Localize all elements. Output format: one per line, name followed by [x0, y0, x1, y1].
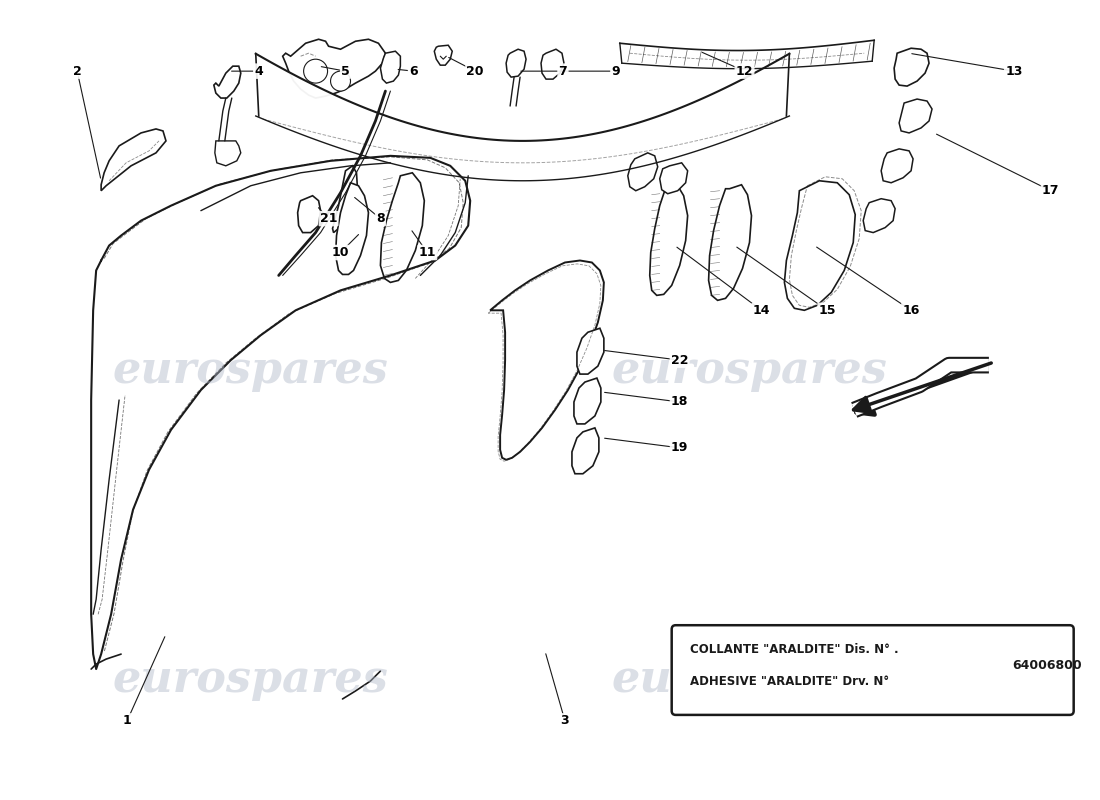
FancyBboxPatch shape	[672, 626, 1074, 715]
Text: eurospares: eurospares	[113, 658, 388, 701]
Text: 12: 12	[736, 65, 754, 78]
Text: 2: 2	[73, 65, 81, 78]
Text: 16: 16	[902, 304, 920, 317]
Polygon shape	[491, 261, 604, 460]
Text: 17: 17	[1042, 184, 1059, 198]
Polygon shape	[213, 66, 241, 98]
Polygon shape	[881, 149, 913, 182]
Text: 1: 1	[123, 714, 131, 727]
Polygon shape	[332, 166, 358, 233]
Text: 10: 10	[332, 246, 350, 259]
Text: 13: 13	[1005, 65, 1023, 78]
Polygon shape	[541, 50, 564, 79]
Text: 4: 4	[254, 65, 263, 78]
Text: 6: 6	[409, 65, 418, 78]
Text: 5: 5	[341, 65, 350, 78]
Text: 19: 19	[671, 442, 689, 454]
Text: 11: 11	[419, 246, 436, 259]
Polygon shape	[298, 196, 320, 233]
Polygon shape	[381, 173, 425, 282]
Polygon shape	[628, 153, 658, 190]
Polygon shape	[894, 48, 930, 86]
Text: 14: 14	[752, 304, 770, 317]
Polygon shape	[283, 39, 385, 98]
Polygon shape	[572, 428, 598, 474]
Text: 20: 20	[466, 65, 484, 78]
Text: 9: 9	[612, 65, 620, 78]
Text: eurospares: eurospares	[612, 658, 888, 701]
Polygon shape	[434, 46, 452, 65]
Polygon shape	[576, 328, 604, 374]
Text: ADHESIVE "ARALDITE" Drv. N°: ADHESIVE "ARALDITE" Drv. N°	[690, 674, 889, 687]
Text: 3: 3	[561, 714, 570, 727]
Polygon shape	[214, 141, 241, 166]
Text: eurospares: eurospares	[612, 349, 888, 392]
Polygon shape	[660, 163, 688, 194]
Polygon shape	[708, 185, 751, 300]
Text: 7: 7	[559, 65, 568, 78]
Text: 22: 22	[671, 354, 689, 366]
Text: 8: 8	[376, 212, 385, 225]
Circle shape	[331, 71, 351, 91]
Polygon shape	[574, 378, 601, 424]
Text: 64006800: 64006800	[1012, 658, 1081, 671]
Polygon shape	[506, 50, 526, 77]
Text: eurospares: eurospares	[113, 349, 388, 392]
Polygon shape	[899, 99, 932, 133]
Polygon shape	[864, 198, 895, 233]
Polygon shape	[650, 186, 688, 295]
Circle shape	[304, 59, 328, 83]
Text: 21: 21	[320, 212, 338, 225]
Polygon shape	[381, 51, 400, 83]
Text: COLLANTE "ARALDITE" Dis. N° .: COLLANTE "ARALDITE" Dis. N° .	[690, 642, 899, 656]
Polygon shape	[784, 181, 855, 310]
Text: 15: 15	[818, 304, 836, 317]
Polygon shape	[101, 129, 166, 190]
Polygon shape	[336, 182, 368, 274]
Text: 18: 18	[671, 395, 689, 409]
